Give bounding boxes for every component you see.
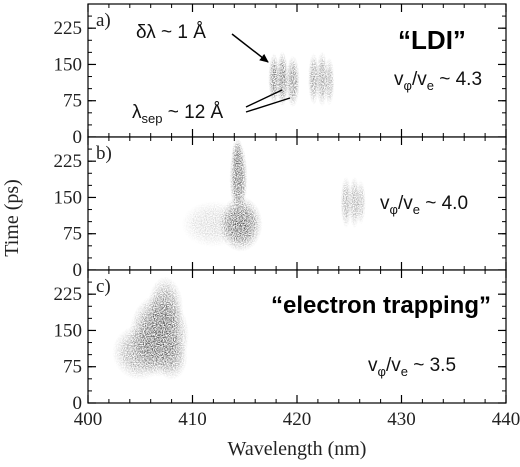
y-tick-label: 75 <box>63 91 82 112</box>
separation-line-lower <box>245 97 291 113</box>
x-tick-label: 430 <box>387 409 416 430</box>
intensity-map <box>112 276 189 381</box>
y-tick-label: 225 <box>54 18 83 39</box>
intensity-blob <box>308 53 320 105</box>
panel-c: 0 75 150 225 c) “electron trapping” vφ/ve ~ 3.… <box>54 269 507 414</box>
velocity-ratio-annotation: vφ/ve ~ 4.0 <box>380 193 468 217</box>
linewidth-annotation: δλ ~ 1 Å <box>136 22 206 43</box>
y-tick-label: 225 <box>54 151 83 172</box>
y-tick-label: 0 <box>73 393 83 414</box>
y-tick-label: 75 <box>63 224 82 245</box>
velocity-ratio-annotation: vφ/ve ~ 4.3 <box>394 69 482 93</box>
intensity-blob <box>147 276 184 341</box>
ldi-title: “LDI” <box>398 25 466 55</box>
velocity-ratio-annotation: vφ/ve ~ 3.5 <box>368 355 456 379</box>
linewidth-arrow <box>231 33 269 63</box>
x-tick-labels: 400 410 420 430 440 <box>74 409 520 430</box>
intensity-blob <box>231 137 244 175</box>
electron-trapping-title: “electron trapping” <box>271 292 491 319</box>
panels: 0 75 150 225 a) “LDI” vφ/ve ~ 4.3 δλ ~ 1 Å λsep … <box>54 3 520 430</box>
panel-label: c) <box>96 276 111 297</box>
y-tick-label: 225 <box>54 284 83 305</box>
y-tick-label: 150 <box>54 320 83 341</box>
panel-a: 0 75 150 225 a) “LDI” vφ/ve ~ 4.3 δλ ~ 1 Å λsep … <box>54 3 507 148</box>
x-tick-label: 410 <box>178 409 207 430</box>
intensity-blob <box>276 51 289 107</box>
intensity-blob <box>112 324 169 380</box>
intensity-blob <box>155 334 188 381</box>
y-axis-title: Time (ps) <box>1 179 23 257</box>
x-axis-title: Wavelength (nm) <box>228 438 367 460</box>
intensity-blob <box>340 176 352 229</box>
panel-label: b) <box>96 143 112 164</box>
intensity-blob <box>285 55 300 108</box>
x-tick-label: 440 <box>492 409 520 430</box>
panel-label: a) <box>96 10 111 31</box>
y-tick-label: 150 <box>54 54 83 75</box>
panel-b: 0 75 150 225 b) vφ/ve ~ 4.0 <box>54 136 507 281</box>
x-tick-label: 420 <box>283 409 312 430</box>
panel-background <box>88 137 506 270</box>
y-tick-label: 150 <box>54 187 83 208</box>
x-tick-label: 400 <box>74 409 103 430</box>
intensity-blob <box>355 180 366 225</box>
intensity-blob <box>324 57 335 106</box>
separation-annotation: λsep ~ 12 Å <box>132 102 224 126</box>
separation-line-upper <box>245 89 283 108</box>
y-tick-label: 75 <box>63 357 82 378</box>
axes: Time (ps) Wavelength (nm) <box>1 179 366 460</box>
intensity-map <box>181 137 366 252</box>
y-tick-label: 0 <box>73 260 83 281</box>
y-tick-label: 0 <box>73 127 83 148</box>
intensity-blob <box>181 201 246 248</box>
